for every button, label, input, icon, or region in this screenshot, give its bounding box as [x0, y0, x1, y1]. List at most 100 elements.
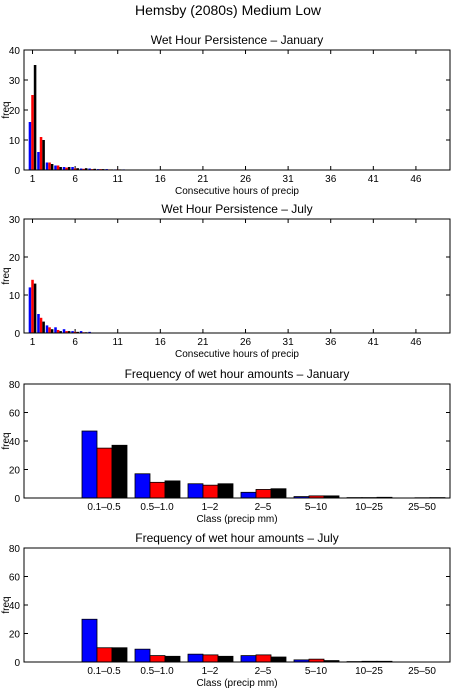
y-axis-label: freq	[1, 101, 12, 118]
x-axis-label: Class (precip mm)	[196, 678, 277, 689]
x-tick-label: 1	[30, 337, 36, 348]
category-label: 10–25	[355, 666, 383, 677]
y-tick-label: 20	[9, 106, 21, 117]
y-tick-label: 0	[14, 166, 20, 177]
x-axis-label: Consecutive hours of precip	[175, 186, 299, 197]
x-tick-label: 31	[283, 337, 295, 348]
bar-black	[111, 444, 128, 499]
category-label: 1–2	[202, 666, 219, 677]
bar-black	[76, 168, 79, 170]
chart-title: Frequency of wet hour amounts – January	[125, 367, 350, 381]
y-tick-label: 80	[9, 380, 21, 391]
x-axis-label: Class (precip mm)	[196, 514, 277, 525]
y-tick-label: 10	[9, 291, 21, 302]
bar-black	[59, 167, 62, 170]
category-label: 1–2	[202, 502, 219, 513]
bar-blue	[45, 325, 49, 333]
x-tick-label: 46	[410, 337, 422, 348]
y-tick-label: 30	[9, 76, 21, 87]
bar-red	[82, 168, 85, 170]
bar-blue	[62, 167, 66, 170]
bar-blue	[187, 653, 204, 663]
y-tick-label: 20	[9, 466, 21, 477]
bar-red	[73, 168, 77, 170]
bar-red	[65, 331, 68, 333]
bar-red	[39, 317, 43, 333]
bar-red	[202, 484, 219, 499]
bar-red	[96, 647, 113, 663]
bar-black	[67, 167, 71, 170]
bar-blue	[54, 327, 57, 333]
y-tick-label: 40	[9, 437, 21, 448]
category-label: 0.5–1.0	[140, 666, 174, 677]
chart-title: Frequency of wet hour amounts – July	[135, 531, 338, 545]
x-tick-label: 21	[197, 174, 209, 185]
bar-black	[67, 331, 71, 333]
x-tick-label: 11	[113, 174, 124, 185]
bar-black	[59, 331, 62, 333]
bar-red	[48, 327, 51, 333]
chart-panel-4: Frequency of wet hour amounts – July freq…	[1, 531, 451, 689]
bar-red	[56, 329, 60, 333]
y-tick-label: 10	[9, 136, 21, 147]
x-tick-label: 6	[72, 174, 78, 185]
bar-black	[76, 331, 79, 333]
bar-black	[217, 655, 234, 663]
bar-blue	[28, 287, 32, 333]
x-axis-label: Consecutive hours of precip	[175, 349, 299, 360]
bar-blue	[81, 618, 98, 663]
bar-blue	[79, 168, 83, 170]
x-tick-label: 31	[283, 174, 295, 185]
chart-panel-3: Frequency of wet hour amounts – January f…	[1, 367, 451, 525]
chart-title: Wet Hour Persistence – January	[151, 33, 324, 47]
bar-black	[50, 164, 54, 170]
bar-black	[270, 488, 287, 499]
x-tick-label: 41	[368, 174, 380, 185]
bar-blue	[187, 483, 204, 499]
plot-frame	[23, 383, 451, 499]
x-tick-label: 46	[410, 174, 422, 185]
y-axis-label: freq	[1, 267, 12, 284]
x-tick-label: 11	[113, 337, 124, 348]
charts-group: Wet Hour Persistence – January freq Consec…	[1, 33, 451, 689]
y-tick-label: 0	[14, 658, 20, 669]
bar-red	[31, 279, 34, 333]
bar-blue	[134, 473, 151, 499]
y-axis-label: freq	[1, 596, 12, 613]
x-tick-label: 26	[240, 174, 252, 185]
category-label: 25–50	[408, 666, 436, 677]
x-tick-label: 16	[155, 174, 167, 185]
bar-blue	[81, 430, 98, 499]
bar-red	[255, 489, 272, 499]
bar-blue	[37, 314, 40, 333]
x-tick-label: 21	[197, 337, 209, 348]
bar-blue	[62, 329, 66, 333]
bar-blue	[88, 331, 91, 333]
bar-black	[270, 656, 287, 663]
x-tick-label: 41	[368, 337, 380, 348]
chart-panel-1: Wet Hour Persistence – January freq Consec…	[1, 33, 451, 197]
bar-black	[84, 168, 88, 170]
bar-blue	[240, 655, 257, 663]
category-label: 0.1–0.5	[87, 666, 121, 677]
bar-blue	[54, 165, 57, 170]
plot-frame	[23, 49, 451, 171]
x-tick-label: 1	[30, 174, 36, 185]
bar-red	[31, 95, 34, 170]
bar-red	[149, 655, 166, 663]
x-tick-label: 36	[325, 174, 337, 185]
y-tick-label: 0	[14, 329, 20, 340]
bar-red	[202, 654, 219, 663]
y-tick-label: 20	[9, 630, 21, 641]
bar-red	[96, 447, 113, 499]
bar-blue	[79, 331, 83, 333]
bar-red	[255, 654, 272, 663]
bar-black	[164, 655, 181, 663]
bar-black	[33, 283, 37, 333]
category-label: 25–50	[408, 502, 436, 513]
bar-black	[217, 483, 234, 499]
y-tick-label: 60	[9, 573, 21, 584]
chart-title: Wet Hour Persistence – July	[161, 202, 312, 216]
plot-frame	[23, 547, 451, 663]
category-label: 2–5	[255, 502, 272, 513]
